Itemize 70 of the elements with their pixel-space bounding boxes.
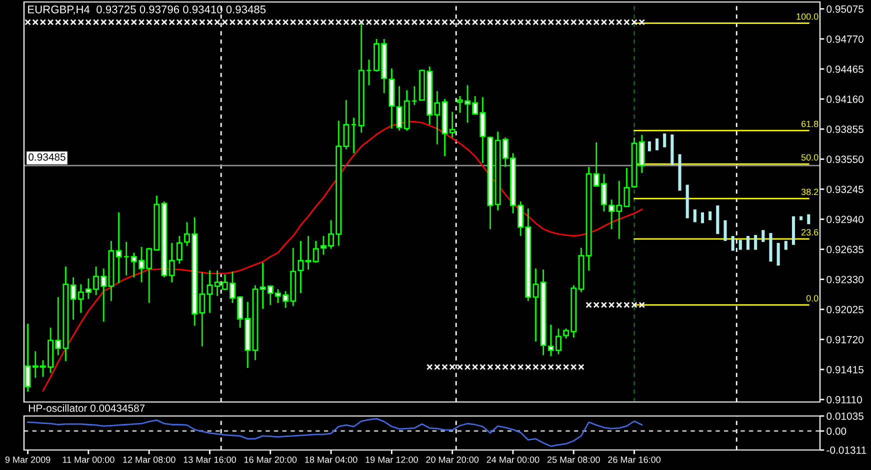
candlestick <box>366 58 372 86</box>
bar <box>792 216 795 245</box>
x-tick-label: 25 Mar 08:00 <box>547 456 600 463</box>
y-tick-label: 0.94770 <box>826 35 864 43</box>
bar <box>663 134 666 148</box>
ref-line-label: 0.93485 <box>28 153 66 161</box>
candlestick <box>123 241 130 276</box>
bar <box>731 236 734 251</box>
line-series <box>27 418 643 447</box>
x-tick-label: 12 Mar 08:00 <box>123 456 176 463</box>
y-tick-label: -0.01311 <box>826 446 866 454</box>
candlestick <box>298 240 304 294</box>
x-tick-label: 9 Mar 2009 <box>5 456 50 463</box>
series-label: 38.2 <box>801 188 818 196</box>
x-tick-label: 19 Mar 12:00 <box>366 456 418 463</box>
candlestick <box>411 86 418 106</box>
x-tick-label: 16 Mar 20:00 <box>244 456 297 463</box>
bar <box>724 220 727 241</box>
bar <box>784 240 788 250</box>
x-tick-label: 11 Mar 00:00 <box>62 456 114 463</box>
series-label: 23.6 <box>801 229 818 236</box>
series-label: 61.8 <box>802 120 818 128</box>
y-tick-label: 0.93550 <box>826 156 864 164</box>
y-tick-label: 0.94160 <box>826 96 864 103</box>
bar <box>746 236 750 250</box>
bar <box>678 154 682 191</box>
bar <box>708 211 712 220</box>
y-tick-label: 0.92330 <box>826 276 864 284</box>
candlestick <box>116 212 122 284</box>
bar <box>670 134 674 166</box>
y-tick-label: 0.92025 <box>826 306 864 314</box>
bar <box>648 141 651 152</box>
y-tick-label: 0.94465 <box>826 65 864 73</box>
bar <box>776 242 780 266</box>
x-tick-label: 13 Mar 16:00 <box>184 456 236 463</box>
bar <box>655 138 659 150</box>
bar <box>762 230 765 242</box>
candlestick <box>206 270 213 314</box>
bar <box>738 240 742 250</box>
candlestick <box>449 111 456 138</box>
y-tick-label: 0.91110 <box>826 396 862 404</box>
candlestick <box>70 276 76 320</box>
y-tick-label: 0.00 <box>826 428 846 435</box>
bar <box>769 233 772 262</box>
chart-title: EURGBP,H4 0.93725 0.93796 0.93410 0.93485 <box>28 5 266 15</box>
bar <box>686 184 689 218</box>
y-tick-label: 0.91720 <box>826 336 864 344</box>
series-label: 50.0 <box>801 154 818 161</box>
y-tick-label: 0.92635 <box>826 246 864 254</box>
x-tick-label: 26 Mar 16:00 <box>608 456 661 463</box>
bar <box>807 214 810 224</box>
bar <box>700 212 704 224</box>
candlestick <box>350 117 357 154</box>
x-tick-label: 18 Mar 04:00 <box>305 456 358 463</box>
bar <box>754 235 758 250</box>
candlestick <box>396 86 402 132</box>
series-label: 100.0 <box>796 13 818 20</box>
series-label: 0.0 <box>806 295 818 302</box>
y-tick-label: 0.95075 <box>826 5 864 13</box>
chart-title: HP-oscillator 0.00434587 <box>29 404 145 412</box>
x-tick-label: 20 Mar 20:00 <box>426 456 479 463</box>
candlestick <box>638 134 645 174</box>
bar <box>716 205 720 234</box>
y-tick-label: 0.91415 <box>826 366 864 374</box>
x-tick-label: 24 Mar 00:00 <box>486 456 540 463</box>
y-tick-label: 0.01035 <box>826 412 864 420</box>
bar <box>693 209 696 222</box>
y-tick-label: 0.93855 <box>826 126 864 133</box>
y-tick-label: 0.92940 <box>826 216 864 224</box>
y-tick-label: 0.93245 <box>826 186 864 194</box>
